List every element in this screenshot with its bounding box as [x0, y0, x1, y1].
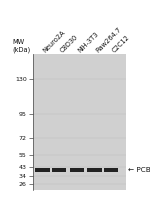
Text: C2C12: C2C12 — [111, 34, 131, 53]
Bar — [35, 168, 50, 172]
Bar — [87, 168, 102, 172]
Text: NIH-3T3: NIH-3T3 — [77, 30, 100, 53]
Text: Raw264.7: Raw264.7 — [94, 26, 122, 53]
Text: C8D30: C8D30 — [59, 33, 79, 53]
Text: Neuro2A: Neuro2A — [42, 29, 67, 53]
Text: MW
(kDa): MW (kDa) — [13, 39, 31, 53]
Bar — [104, 168, 118, 172]
Bar — [69, 168, 84, 172]
Bar — [52, 168, 66, 172]
Text: ← PCBP2: ← PCBP2 — [128, 167, 150, 173]
